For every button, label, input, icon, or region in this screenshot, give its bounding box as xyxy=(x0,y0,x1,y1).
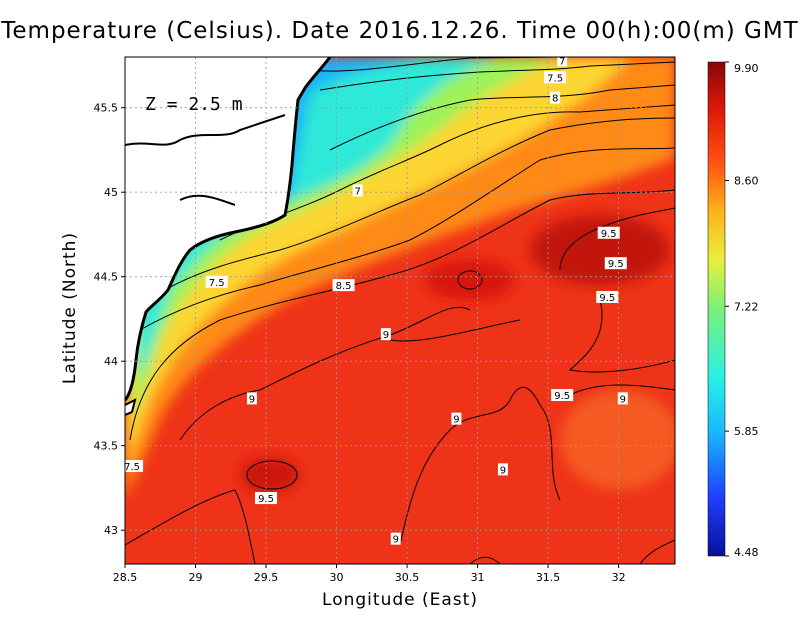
contour-line xyxy=(319,61,675,91)
colorbar-tick-label: 5.85 xyxy=(734,425,759,438)
contour-line xyxy=(399,387,561,546)
colorbar-tick-label: 7.22 xyxy=(734,300,759,313)
plot-frame xyxy=(124,56,676,565)
contour-label: 7.5 xyxy=(209,278,225,289)
contour-label-bg xyxy=(597,226,620,239)
contour-label: 9 xyxy=(383,330,389,341)
contour-label-bg xyxy=(352,184,363,197)
x-tick-label: 29 xyxy=(189,571,203,584)
contour-label-bg xyxy=(390,532,401,545)
warm-core-center xyxy=(425,260,515,300)
contour-label: 9 xyxy=(393,535,399,546)
x-tick-label: 31.5 xyxy=(536,571,561,584)
x-tick-label: 31 xyxy=(471,571,485,584)
contour-label: 9.5 xyxy=(601,229,617,240)
contour-line xyxy=(329,84,675,151)
contour-label-bg xyxy=(205,275,228,288)
y-axis-label: Latitude (North) xyxy=(60,231,80,385)
y-tick-label: 44.5 xyxy=(94,271,119,284)
contour-line xyxy=(129,189,675,441)
colorbar-tick-label: 4.48 xyxy=(734,546,759,559)
contour-line xyxy=(389,319,521,342)
y-axis: 43 43.5 44 44.5 45 45.5 xyxy=(94,102,125,537)
lake-shore xyxy=(179,194,236,206)
y-tick-label: 45.5 xyxy=(94,102,119,115)
contour-label: 8 xyxy=(552,94,558,105)
coastline xyxy=(125,57,332,402)
contour-line xyxy=(639,539,675,564)
contour-label-bg xyxy=(604,257,627,270)
contour-label: 9.5 xyxy=(608,259,624,270)
x-tick-label: 32 xyxy=(612,571,626,584)
temperature-field: 7 7.5 8 7 9.5 9.5 7.5 8.5 9.5 9 9.5 9 9 9 7.5 9 9.5 9 xyxy=(124,56,675,564)
contour-label-bg xyxy=(557,57,568,67)
contour-label: 7 xyxy=(355,187,361,198)
contour-label-bg xyxy=(551,389,574,401)
contour-label: 9 xyxy=(453,415,459,426)
contour-label: 7.5 xyxy=(547,73,563,84)
x-tick-label: 29.5 xyxy=(254,571,279,584)
contour-label: 9.5 xyxy=(554,391,570,402)
warm-core-sw xyxy=(240,457,300,493)
contour-label-bg xyxy=(255,492,278,505)
y-tick-label: 45 xyxy=(104,186,118,199)
depth-annotation: Z = 2.5 m xyxy=(145,94,243,115)
x-axis-label: Longitude (East) xyxy=(322,590,478,610)
contour-line xyxy=(125,489,256,564)
x-tick-label: 30.5 xyxy=(395,571,420,584)
contour-label-bg xyxy=(596,290,619,303)
contour-line xyxy=(469,556,501,564)
contour-label: 9 xyxy=(620,394,626,405)
colorbar-ticks: 9.90 8.60 7.22 5.85 4.48 xyxy=(725,61,759,559)
contour-label-bg xyxy=(544,71,567,84)
contour-label-bg xyxy=(451,412,462,425)
contour-label-bg xyxy=(550,91,561,104)
contour-line xyxy=(179,306,471,441)
y-tick-label: 44 xyxy=(104,355,118,368)
contour-line xyxy=(457,270,483,290)
contour-label-bg xyxy=(497,463,508,476)
contour-label: 9 xyxy=(249,394,255,405)
chart-title: Temperature (Celsius). Date 2016.12.26. … xyxy=(1,18,799,44)
colorbar-tick-label: 8.60 xyxy=(734,174,759,187)
x-tick-label: 30 xyxy=(330,571,344,584)
contour-line xyxy=(139,147,675,331)
colorbar-tick-label: 9.90 xyxy=(734,62,759,75)
contour-label: 7.5 xyxy=(124,462,140,473)
contour-label-bg xyxy=(332,279,355,292)
contour-line xyxy=(568,299,675,373)
x-axis: 28.5 29 29.5 30 30.5 31 31.5 32 xyxy=(113,564,626,584)
coastline-south xyxy=(125,398,137,416)
contour-label: 8.5 xyxy=(336,281,352,292)
contour-label: 9.5 xyxy=(258,494,274,505)
contour-line xyxy=(309,57,561,72)
contour-label-bg xyxy=(380,328,391,341)
contour-labels: 7 7.5 8 7 9.5 9.5 7.5 8.5 9.5 9 9.5 9 9 9 7.5 9 9.5 9 xyxy=(124,56,628,546)
y-tick-label: 43 xyxy=(104,524,118,537)
contour-label: 9 xyxy=(500,465,506,476)
y-tick-label: 43.5 xyxy=(94,440,119,453)
warm-core-ne xyxy=(530,215,670,285)
contour-line xyxy=(164,117,675,291)
contour-label-bg xyxy=(246,392,257,405)
cool-patch-se xyxy=(560,390,675,490)
contour-label: 7 xyxy=(559,56,565,67)
contour-line xyxy=(569,384,675,396)
contour-label: 9.5 xyxy=(599,293,615,304)
x-tick-label: 28.5 xyxy=(113,571,138,584)
colorbar xyxy=(707,61,726,557)
lake-shore xyxy=(125,114,286,146)
contour-lines xyxy=(125,57,675,564)
contour-label-bg xyxy=(617,392,628,405)
contour-label-bg xyxy=(125,459,144,472)
contour-line xyxy=(559,207,675,271)
contour-line xyxy=(246,460,298,490)
